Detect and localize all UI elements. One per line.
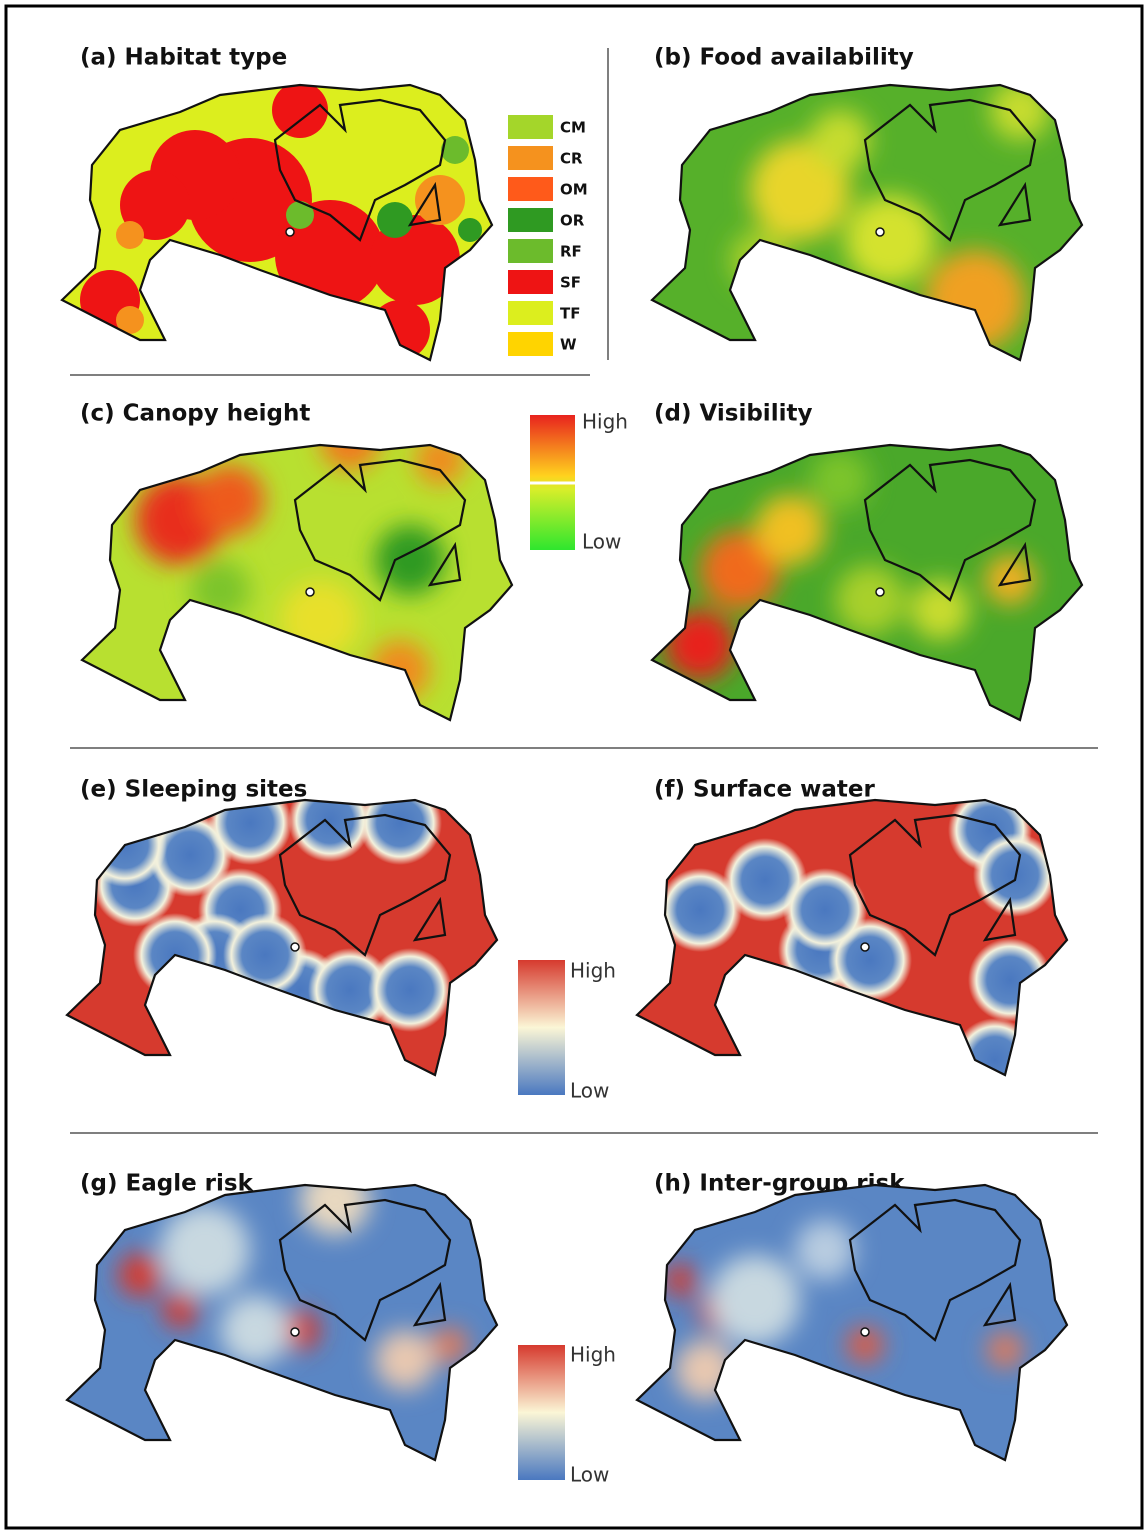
legend-swatch: [508, 239, 553, 263]
map-islet: [861, 1328, 869, 1336]
map-patch: [160, 1205, 250, 1295]
legend-label: TF: [560, 305, 580, 323]
map-patch: [118, 1253, 162, 1297]
map-raster: [60, 410, 540, 740]
map-patch: [377, 202, 413, 238]
map-raster: [615, 785, 1095, 1102]
map-patch: [665, 610, 735, 680]
map-raster: [45, 1165, 525, 1480]
colorbar: [518, 1345, 565, 1480]
legend-label: OR: [560, 212, 585, 230]
map-patch: [458, 218, 482, 242]
panel-title: (f) Surface water: [654, 777, 875, 803]
map-patch: [968, 938, 1052, 1022]
map-patch: [910, 580, 970, 640]
map-patch: [370, 640, 430, 700]
figure: (a) Habitat type (b) Food availability (…: [0, 0, 1148, 1533]
map-patch: [990, 80, 1050, 140]
map-patch: [320, 410, 380, 470]
map-raster: [630, 430, 1110, 740]
map-patch: [810, 110, 870, 170]
map-patch: [162, 1292, 198, 1328]
colorbar-high: High: [570, 1343, 616, 1367]
map-fill: [615, 1170, 1095, 1480]
map-raster: [615, 1170, 1095, 1480]
map-islet: [306, 588, 314, 596]
map-patch: [272, 82, 328, 138]
legend-swatch: [508, 115, 553, 139]
map-raster: [45, 778, 525, 1095]
map-patch: [675, 1340, 735, 1400]
map-patch: [300, 1165, 370, 1235]
map-patch: [415, 435, 465, 485]
map-raster: [630, 70, 1110, 380]
map-raster: [40, 70, 520, 380]
map-patch: [710, 1255, 800, 1345]
map-islet: [876, 588, 884, 596]
map: [630, 430, 1110, 740]
map-patch: [368, 948, 452, 1032]
legend-swatch: [508, 301, 553, 325]
map: [45, 778, 525, 1095]
legend-swatch: [508, 146, 553, 170]
map-islet: [876, 228, 884, 236]
panel-title: (e) Sleeping sites: [80, 777, 307, 803]
colorbar-low: Low: [570, 1463, 609, 1487]
map: [45, 1165, 525, 1480]
panel-title: (a) Habitat type: [80, 45, 287, 71]
map-patch: [810, 450, 870, 510]
panel-title: (c) Canopy height: [80, 401, 310, 427]
map-fill: [60, 430, 540, 740]
legend-swatch: [508, 270, 553, 294]
map-islet: [861, 943, 869, 951]
map-patch: [755, 495, 825, 565]
legend-label: W: [560, 336, 577, 354]
map-islet: [286, 228, 294, 236]
map-patch: [987, 1332, 1023, 1368]
map-patch: [845, 195, 935, 285]
colorbar-low: Low: [582, 530, 621, 554]
map-patch: [116, 221, 144, 249]
map: [630, 70, 1110, 380]
map-patch: [358, 781, 442, 865]
map-islet: [291, 943, 299, 951]
legend-swatch: [508, 332, 553, 356]
map: [615, 785, 1095, 1102]
map-patch: [220, 1295, 290, 1365]
legend-label: CR: [560, 150, 583, 168]
legend-label: RF: [560, 243, 582, 261]
legend-label: SF: [560, 274, 581, 292]
map-patch: [280, 580, 360, 660]
colorbar-high: High: [570, 959, 616, 983]
map-patch: [190, 560, 250, 620]
map-patch: [795, 1220, 855, 1280]
legend-swatch: [508, 177, 553, 201]
colorbar-low: Low: [570, 1079, 609, 1103]
map-patch: [953, 1018, 1037, 1102]
colorbar-high: High: [582, 410, 628, 434]
map-islet: [291, 1328, 299, 1336]
map-patch: [195, 465, 265, 535]
panel-title: (d) Visibility: [654, 401, 812, 427]
legend-swatch: [508, 208, 553, 232]
colorbar: [518, 960, 565, 1095]
map: [615, 1170, 1095, 1480]
legend-label: OM: [560, 181, 588, 199]
map-patch: [664, 1264, 696, 1296]
map-patch: [835, 565, 905, 635]
map-patch: [375, 1330, 435, 1390]
panel-title: (g) Eagle risk: [80, 1171, 254, 1197]
map: [60, 410, 540, 740]
map: [40, 70, 520, 380]
legend-label: CM: [560, 119, 586, 137]
panel-title: (b) Food availability: [654, 45, 914, 71]
